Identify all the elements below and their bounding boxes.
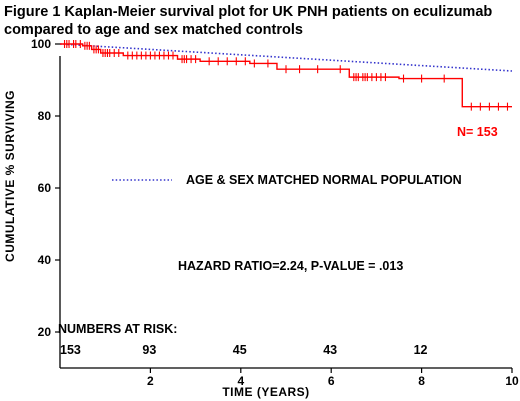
y-tick-label: 100 xyxy=(31,37,51,51)
numbers-at-risk-value: 153 xyxy=(60,343,81,357)
x-axis-label: TIME (YEARS) xyxy=(222,385,309,399)
series-n-label: N= 153 xyxy=(457,125,498,139)
plot-area: 2 4 6 8 10 20 40 60 80 100 xyxy=(31,37,519,388)
x-tick-label: 8 xyxy=(418,374,425,388)
numbers-at-risk-value: 12 xyxy=(414,343,428,357)
legend-label: AGE & SEX MATCHED NORMAL POPULATION xyxy=(186,173,462,187)
numbers-at-risk-value: 45 xyxy=(233,343,247,357)
numbers-at-risk-title: NUMBERS AT RISK: xyxy=(58,322,177,336)
hazard-ratio-annotation: HAZARD RATIO=2.24, P-VALUE = .013 xyxy=(178,259,403,273)
y-axis-label: CUMULATIVE % SURVIVING xyxy=(3,90,17,262)
chart-title-line-2: compared to age and sex matched controls xyxy=(4,22,303,38)
y-tick-label: 60 xyxy=(38,181,52,195)
y-tick-label: 80 xyxy=(38,109,52,123)
numbers-at-risk-value: 43 xyxy=(323,343,337,357)
x-tick-label: 6 xyxy=(328,374,335,388)
population-series-line xyxy=(59,43,513,72)
numbers-at-risk-value: 93 xyxy=(142,343,156,357)
y-tick-label: 20 xyxy=(38,325,52,339)
y-tick-label: 40 xyxy=(38,253,52,267)
x-tick-label: 10 xyxy=(505,374,519,388)
numbers-at-risk-row: 153 93 45 43 12 xyxy=(60,343,428,357)
x-tick-label: 2 xyxy=(147,374,154,388)
km-survival-line xyxy=(60,43,512,108)
x-tick-label: 4 xyxy=(237,374,244,388)
chart-title-line-1: Figure 1 Kaplan-Meier survival plot for … xyxy=(4,4,492,20)
